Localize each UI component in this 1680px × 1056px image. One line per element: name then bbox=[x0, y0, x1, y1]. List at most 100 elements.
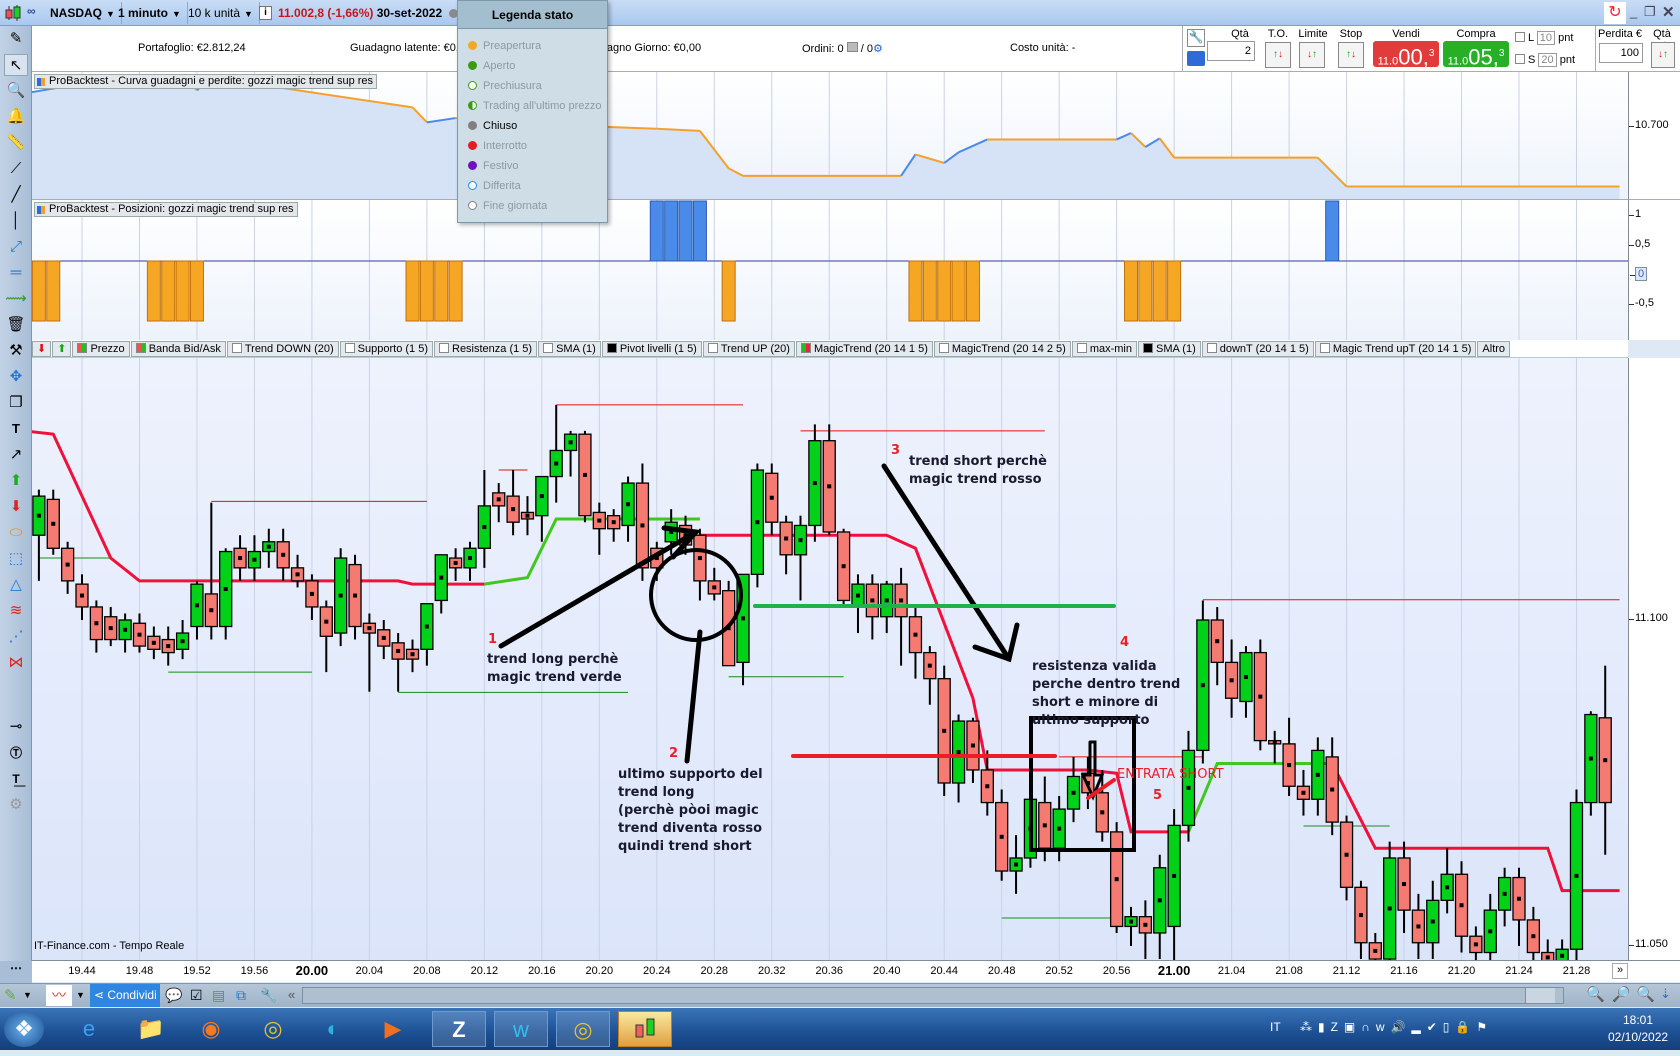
indicator-toggle[interactable]: Trend UP (20) bbox=[702, 341, 795, 357]
indicator-swatch[interactable] bbox=[543, 343, 554, 353]
indicator-toggle[interactable]: Magic Trend upT (20 14 1 5) bbox=[1314, 341, 1477, 357]
indicator-toggle[interactable]: MagicTrend (20 14 1 5) bbox=[795, 341, 933, 357]
move-icon[interactable]: ✥ bbox=[9, 368, 23, 385]
minimize-icon[interactable]: _ bbox=[1630, 4, 1638, 19]
price-axis[interactable]: 11.100 11.050 bbox=[1628, 358, 1680, 960]
entry-down-arrow[interactable] bbox=[1080, 740, 1105, 801]
to-order-button[interactable]: ↑↓ bbox=[1265, 42, 1291, 68]
trash-icon[interactable]: 🗑 bbox=[6, 316, 26, 333]
line-icon[interactable]: ╱ bbox=[11, 186, 21, 203]
share-button[interactable]: ⋖ Condividi bbox=[90, 984, 160, 1007]
indicator-toggle[interactable]: SMA (1) bbox=[1138, 341, 1201, 357]
zoom-icon[interactable]: 🔍 bbox=[6, 82, 26, 99]
scrollbar-thumb[interactable] bbox=[1525, 988, 1555, 1003]
alarm-icon[interactable]: 🔔 bbox=[6, 108, 26, 125]
indicator-toggle[interactable]: Trend DOWN (20) bbox=[226, 341, 339, 357]
webex-icon[interactable]: w bbox=[494, 1011, 548, 1047]
positions-panel[interactable]: ProBacktest - Posizioni: gozzi magic tre… bbox=[32, 200, 1628, 340]
chrome-icon[interactable]: ◎ bbox=[263, 1016, 283, 1041]
text-format-icon[interactable]: T͟ bbox=[12, 772, 20, 786]
indicator-swatch[interactable] bbox=[707, 343, 718, 353]
qty-input[interactable]: 2 bbox=[1207, 41, 1255, 61]
settings-wrench-icon[interactable]: 🔧 bbox=[260, 987, 278, 1003]
fibonacci-icon[interactable]: ≋ bbox=[9, 602, 23, 619]
buy-button[interactable]: 11.005,3 bbox=[1443, 41, 1509, 69]
indicator-swatch[interactable] bbox=[77, 343, 88, 353]
limit-order-button[interactable]: ↓↑ bbox=[1299, 42, 1325, 68]
segment-icon[interactable]: ⟋ bbox=[10, 160, 22, 177]
text-icon[interactable]: T bbox=[12, 421, 20, 436]
text-box-icon[interactable]: Ⓣ bbox=[9, 746, 22, 760]
start-button[interactable]: ❖ bbox=[4, 1011, 44, 1047]
delete-all-icon[interactable]: ⚙ bbox=[9, 796, 23, 813]
arrow-2-line[interactable] bbox=[684, 629, 703, 764]
arrow-tool-icon[interactable]: ↗ bbox=[9, 446, 23, 463]
indicator-toggle[interactable]: Supporto (1 5) bbox=[339, 341, 433, 357]
chevron-down-icon[interactable]: ▼ bbox=[76, 990, 85, 1000]
arrow-down-icon[interactable]: ⬇ bbox=[9, 498, 23, 515]
indicator-toggle[interactable]: SMA (1) bbox=[538, 341, 601, 357]
wrench-icon[interactable]: 🔧 bbox=[1187, 29, 1205, 47]
indicator-toggle[interactable]: MagicTrend (20 14 2 5) bbox=[933, 341, 1071, 357]
edge-icon[interactable]: ◐ bbox=[326, 1016, 340, 1041]
indicator-toggle[interactable]: Pivot livelli (1 5) bbox=[601, 341, 702, 357]
support-circle[interactable] bbox=[649, 548, 743, 642]
price-chart-panel[interactable]: 1 trend long perchè magic trend verde 2 u… bbox=[32, 358, 1628, 960]
market-status-dot[interactable] bbox=[449, 9, 459, 18]
indicator-toggle[interactable]: downT (20 14 1 5) bbox=[1201, 341, 1314, 357]
sell-button[interactable]: 11.000,3 bbox=[1373, 41, 1439, 69]
indicator-toggle[interactable]: Prezzo bbox=[72, 341, 130, 357]
keyboard-icon[interactable] bbox=[1187, 51, 1205, 66]
channel-icon[interactable]: ⤢ bbox=[9, 238, 22, 255]
vertical-line-icon[interactable]: │ bbox=[11, 212, 21, 229]
short-points-input[interactable]: 20 bbox=[1538, 53, 1557, 67]
zoom-in-icon[interactable]: 🔍 bbox=[1636, 986, 1655, 1003]
add-indicator-up-button[interactable]: ⬆ bbox=[52, 341, 72, 357]
entry-box[interactable] bbox=[1029, 716, 1136, 852]
indicator-swatch[interactable] bbox=[938, 343, 949, 353]
comment-icon[interactable]: 💬 bbox=[165, 987, 183, 1003]
positions-axis[interactable]: 1 0,5 0 -0,5 bbox=[1628, 200, 1680, 340]
orderbook-icon[interactable]: ▤ bbox=[212, 987, 226, 1003]
equity-axis[interactable]: 10.700 bbox=[1628, 72, 1680, 200]
indicators-icon[interactable]: 〰 bbox=[46, 985, 72, 1006]
refresh-icon[interactable]: ↻ bbox=[1604, 2, 1626, 24]
arrow-1-head[interactable] bbox=[661, 525, 702, 560]
short-checkbox[interactable] bbox=[1515, 54, 1525, 64]
stop-order-button[interactable]: ↑↓ bbox=[1338, 42, 1364, 68]
entry-mark[interactable] bbox=[1086, 778, 1116, 800]
indicator-swatch[interactable] bbox=[1076, 343, 1087, 353]
orders-list-icon[interactable] bbox=[846, 42, 858, 52]
link-icon[interactable]: ∞ bbox=[27, 4, 36, 18]
horizontal-scrollbar[interactable] bbox=[302, 987, 1564, 1004]
indicator-swatch[interactable] bbox=[344, 343, 355, 353]
trendline-icon[interactable]: ⟿ bbox=[5, 290, 27, 307]
horizontal-line-icon[interactable]: ═ bbox=[10, 264, 22, 281]
long-points-input[interactable]: 10 bbox=[1536, 31, 1556, 45]
arrow-1-shaft[interactable] bbox=[498, 529, 699, 649]
ellipse-icon[interactable]: ⬭ bbox=[9, 524, 23, 541]
indicator-swatch[interactable] bbox=[606, 343, 617, 353]
indicator-swatch[interactable] bbox=[800, 343, 811, 353]
scale-icon[interactable]: ⇣ bbox=[1660, 986, 1671, 1001]
checklist-icon[interactable]: ☑ bbox=[190, 987, 203, 1003]
long-checkbox[interactable] bbox=[1515, 32, 1525, 42]
language-indicator[interactable]: IT bbox=[1270, 1020, 1281, 1034]
info-icon[interactable]: i bbox=[259, 6, 272, 20]
tools-icon[interactable]: ⚒ bbox=[9, 342, 23, 359]
units-selector[interactable]: 10 k unità ▼ bbox=[182, 2, 260, 24]
chevron-down-icon[interactable]: ▼ bbox=[23, 990, 32, 1000]
add-indicator-down-button[interactable]: ⬇ bbox=[32, 341, 52, 357]
close-icon[interactable]: ✕ bbox=[1662, 4, 1675, 21]
indicator-swatch[interactable] bbox=[1143, 343, 1153, 353]
zoom-app-icon[interactable]: Z bbox=[432, 1011, 486, 1047]
more-options-icon[interactable]: ⋯ bbox=[0, 961, 32, 983]
scroll-right-button[interactable]: » bbox=[1612, 963, 1628, 979]
instrument-selector[interactable]: NASDAQ ▼ bbox=[44, 2, 122, 24]
collapse-icon[interactable]: « bbox=[288, 987, 296, 1002]
equity-curve-panel[interactable]: ProBacktest - Curva guadagni e perdite: … bbox=[32, 72, 1628, 200]
multi-chart-icon[interactable]: ⧉ bbox=[236, 987, 246, 1003]
firefox-icon[interactable]: ◉ bbox=[201, 1016, 221, 1041]
restore-icon[interactable]: ❐ bbox=[1644, 4, 1656, 19]
indicator-swatch[interactable] bbox=[439, 343, 449, 353]
